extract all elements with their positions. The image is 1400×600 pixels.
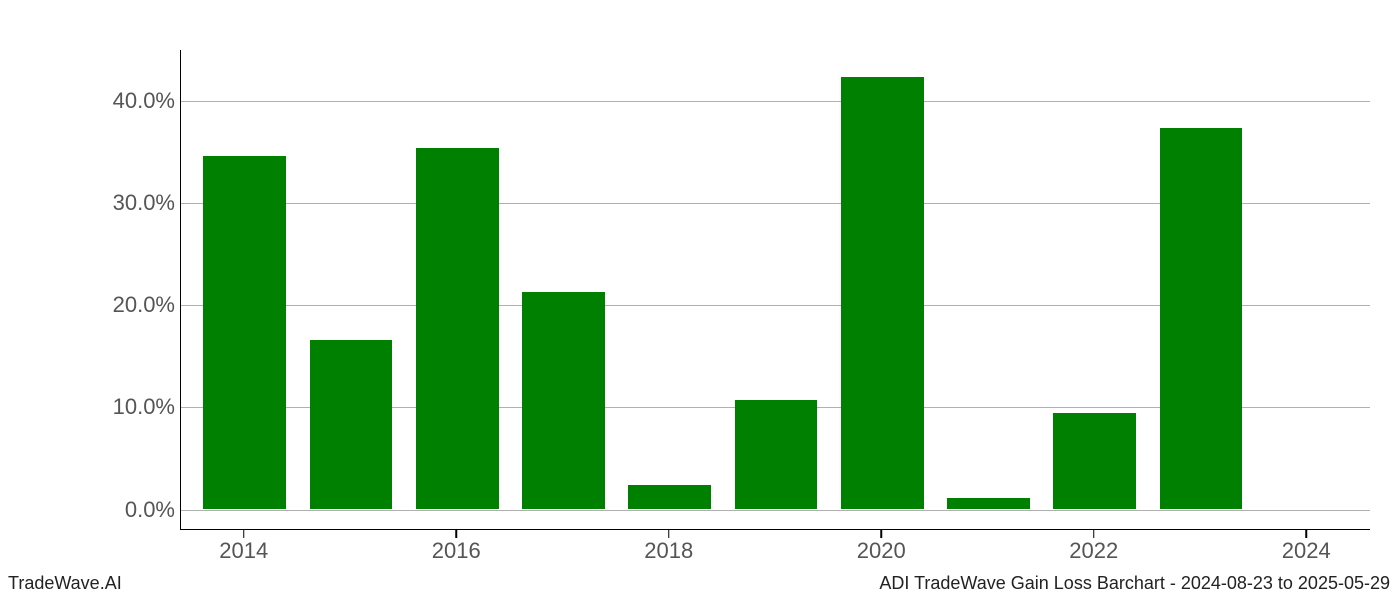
y-tick-label: 0.0% (85, 497, 175, 523)
gridline (181, 101, 1370, 102)
x-tick-label: 2020 (857, 538, 906, 564)
x-tick-label: 2022 (1069, 538, 1118, 564)
x-tick-label: 2018 (644, 538, 693, 564)
plot-region (180, 50, 1370, 530)
y-tick-label: 30.0% (85, 190, 175, 216)
bar (628, 485, 711, 508)
x-tick-mark (1306, 530, 1308, 538)
footer-caption: ADI TradeWave Gain Loss Barchart - 2024-… (879, 573, 1390, 594)
bar (735, 400, 818, 508)
x-tick-mark (1093, 530, 1095, 538)
bar (841, 77, 924, 509)
bar (947, 498, 1030, 508)
x-tick-mark (881, 530, 883, 538)
x-tick-label: 2016 (432, 538, 481, 564)
chart-plot-area (180, 50, 1370, 530)
bar (522, 292, 605, 509)
x-tick-label: 2024 (1282, 538, 1331, 564)
bar (203, 156, 286, 508)
y-tick-label: 10.0% (85, 394, 175, 420)
gridline (181, 510, 1370, 511)
bar (416, 148, 499, 509)
footer-brand: TradeWave.AI (8, 573, 122, 594)
x-tick-mark (668, 530, 670, 538)
y-tick-label: 20.0% (85, 292, 175, 318)
y-tick-label: 40.0% (85, 88, 175, 114)
x-tick-mark (243, 530, 245, 538)
bar (310, 340, 393, 509)
x-tick-label: 2014 (219, 538, 268, 564)
bar (1053, 413, 1136, 509)
x-tick-mark (456, 530, 458, 538)
bar (1160, 128, 1243, 509)
